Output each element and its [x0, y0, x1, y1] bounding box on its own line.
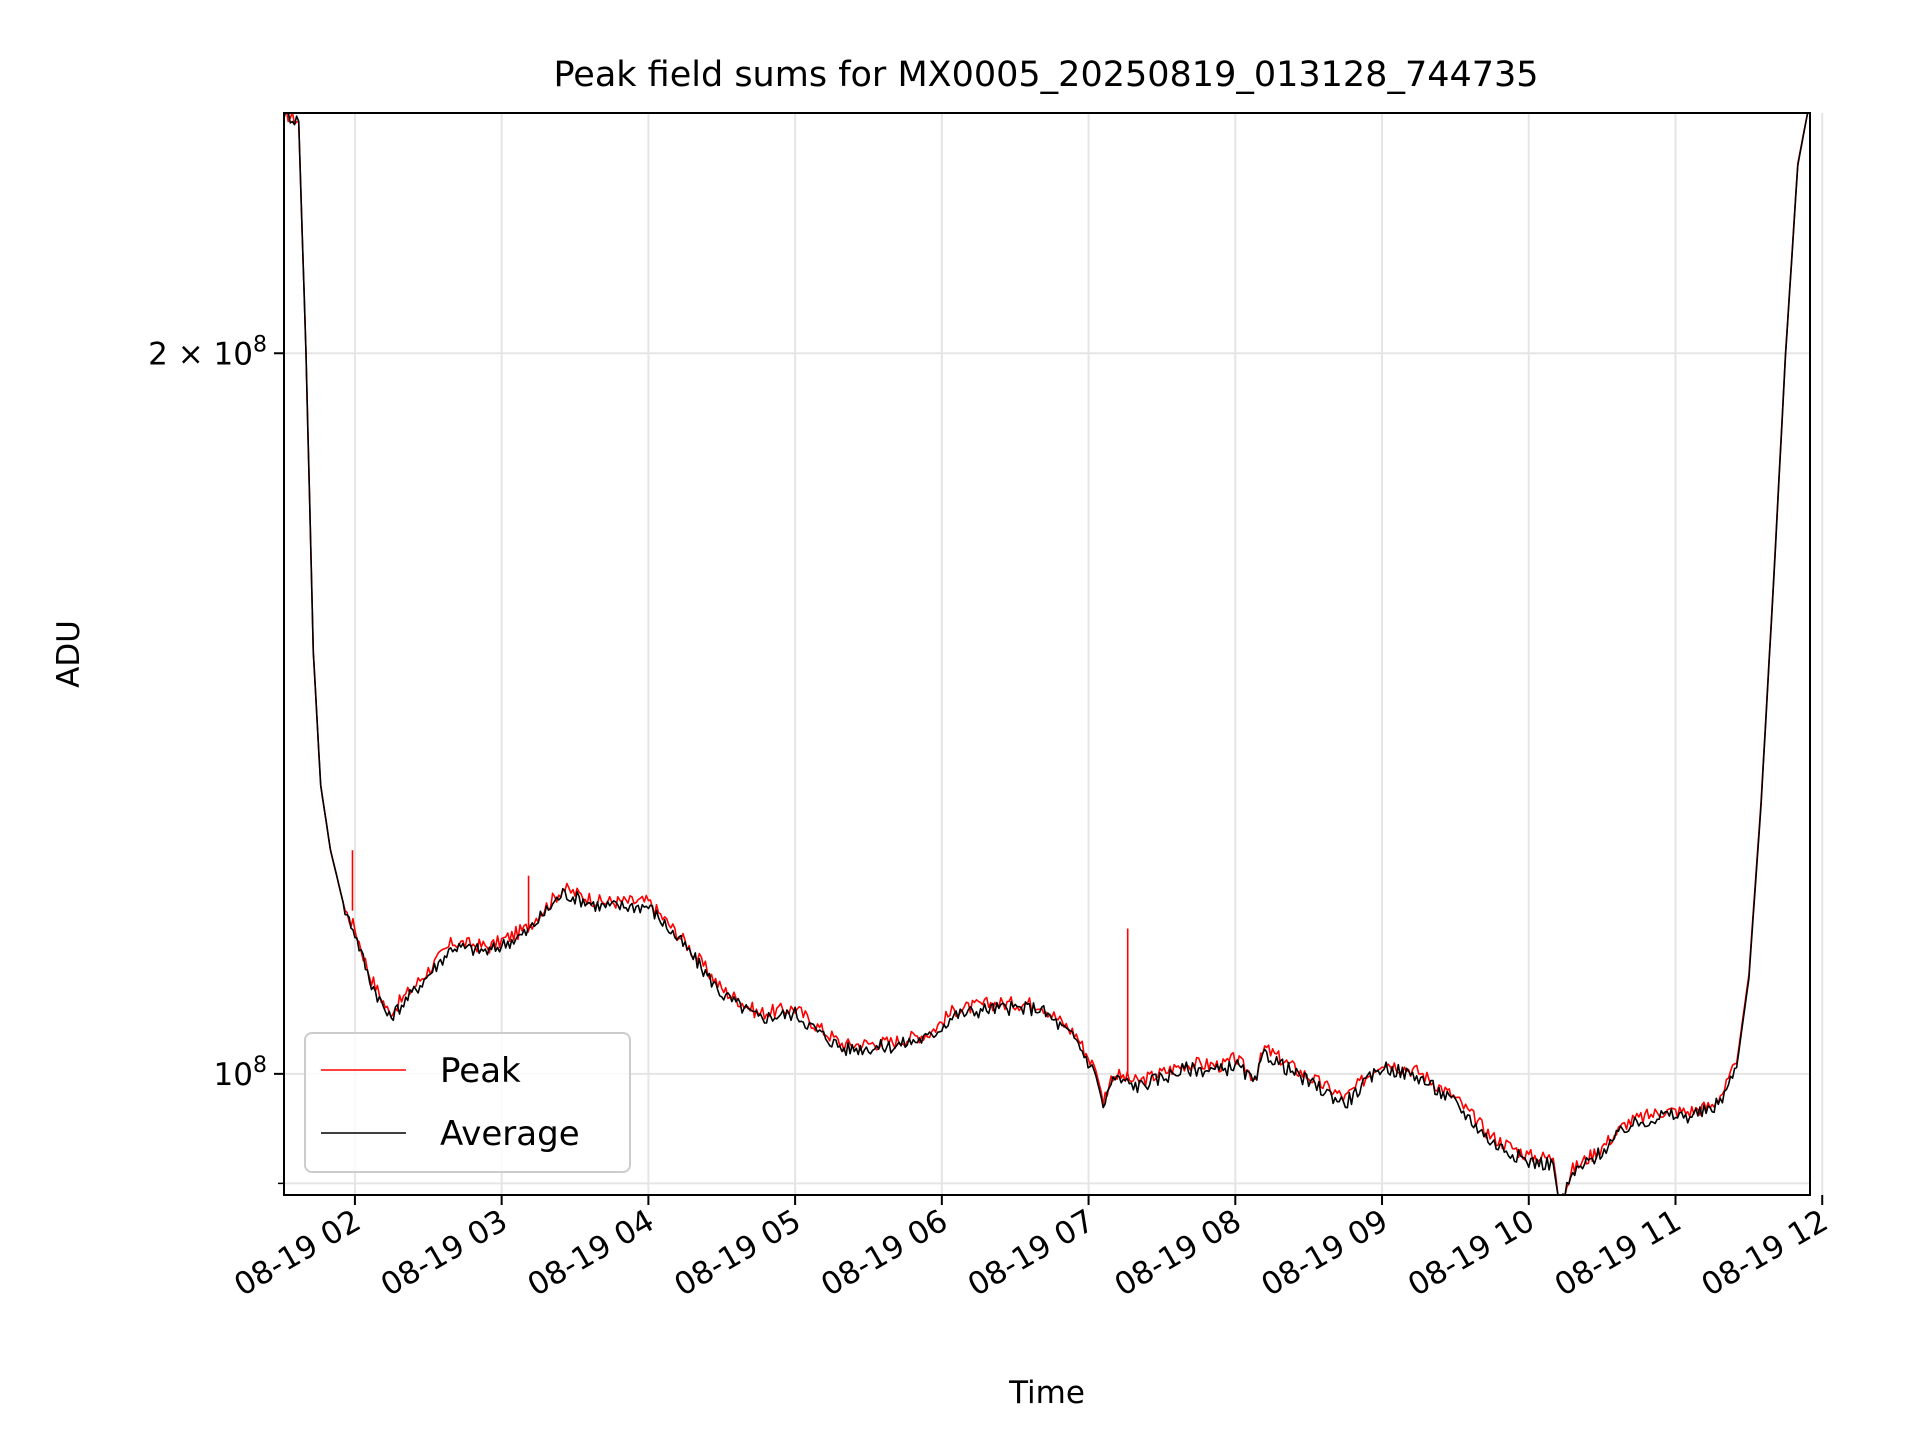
series-layer — [284, 113, 1809, 1195]
y-axis: 2 × 108 108 — [148, 332, 284, 1185]
plot-frame — [283, 112, 1811, 1196]
x-axis-label: Time — [1008, 1375, 1085, 1411]
y-tick-label: 2 × 108 — [148, 332, 267, 372]
legend-box — [304, 1032, 631, 1173]
series-line-average — [284, 113, 1809, 1195]
legend-label-average: Average — [440, 1114, 580, 1154]
grid — [284, 113, 1824, 1195]
y-tick-label: 108 — [214, 1053, 267, 1093]
y-axis-label: ADU — [51, 620, 87, 688]
legend-label-peak: Peak — [440, 1051, 521, 1091]
legend: Peak Average — [304, 1032, 631, 1173]
chart-title: Peak field sums for MX0005_20250819_0131… — [553, 55, 1538, 95]
